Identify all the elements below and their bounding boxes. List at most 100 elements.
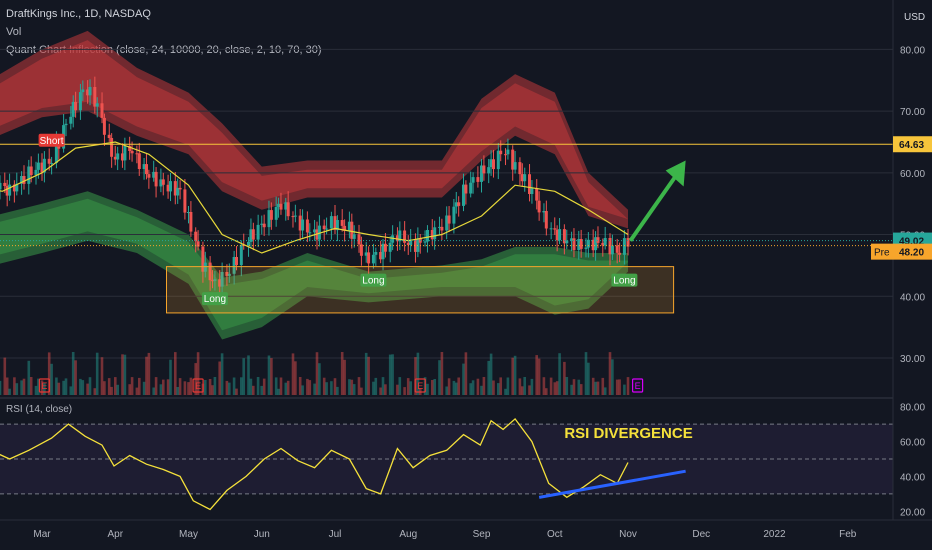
time-tick-label: Oct (547, 529, 563, 540)
candle-body (88, 87, 92, 96)
candle-body (279, 203, 283, 210)
candle-body (530, 188, 534, 194)
volume-bar (162, 379, 165, 395)
candle-body (317, 225, 321, 240)
volume-bar (558, 353, 561, 395)
volume-bar (69, 386, 73, 395)
candle-body (457, 202, 461, 206)
candle-body (227, 273, 231, 276)
volume-bar (594, 381, 597, 395)
candle-body (123, 145, 127, 161)
candle-body (135, 153, 139, 155)
volume-bar (47, 352, 51, 395)
header-vol: Vol (6, 26, 22, 38)
short-signal-badge (38, 133, 65, 147)
candle-body (513, 162, 517, 170)
candle-body (274, 207, 278, 220)
volume-bar (74, 360, 77, 395)
candle-body (183, 189, 187, 213)
volume-bar (240, 377, 243, 395)
volume-bar (62, 380, 65, 395)
candle-body (93, 87, 97, 107)
candle-body (553, 228, 557, 230)
candle-body (487, 167, 491, 174)
volume-bar (315, 352, 319, 395)
candle-body (322, 225, 326, 230)
indicator-bands (0, 30, 628, 340)
candle-body (594, 237, 598, 251)
volume-bar (291, 353, 295, 395)
volume-bar (482, 377, 486, 395)
volume-bar (596, 381, 600, 395)
candle-body (78, 92, 82, 111)
volume-bar (57, 382, 61, 395)
volume-bar (384, 384, 387, 395)
moving-average-line (0, 141, 629, 254)
volume-bar (121, 354, 124, 395)
volume-bar (396, 384, 399, 395)
candle-body (47, 158, 51, 164)
volume-bar (471, 380, 475, 395)
volume-bar (284, 382, 288, 395)
long-signal-badge (611, 273, 638, 287)
volume-bar (608, 352, 612, 395)
red-band-inner (0, 40, 628, 220)
candle-body (462, 184, 465, 206)
candle-body (347, 221, 351, 231)
volume-bar (40, 380, 44, 395)
volume-bar (464, 352, 468, 395)
volume-bar (5, 377, 9, 395)
volume-bar (208, 379, 212, 395)
volume-bar (518, 378, 522, 395)
candle-body (262, 223, 266, 228)
volume-bar (270, 358, 273, 395)
candle-body (313, 229, 317, 233)
volume-bar (398, 377, 402, 395)
candle-body (409, 239, 413, 245)
volume-bar (469, 383, 472, 395)
candle-body (196, 241, 200, 247)
candle-body (555, 229, 559, 241)
volume-bar (166, 379, 170, 395)
candle-body (40, 162, 44, 173)
volume-bar (452, 380, 456, 395)
premarket-price-tag (893, 243, 932, 260)
volume-bar (27, 360, 31, 395)
candle-body (558, 229, 562, 241)
volume-bar (176, 387, 179, 395)
volume-bar (521, 386, 524, 395)
volume-bar (187, 382, 190, 395)
time-tick-label: Jul (329, 529, 342, 540)
volume-bar (549, 377, 553, 395)
volume-bar (579, 384, 583, 395)
candle-body (499, 150, 503, 155)
candle-body (247, 241, 250, 246)
candle-body (364, 252, 368, 256)
volume-bar (618, 379, 621, 395)
volume-bar (103, 381, 106, 395)
candle-body (577, 239, 581, 250)
candle-body (291, 216, 295, 218)
volume-bar (553, 382, 557, 395)
volume-bar (301, 385, 304, 395)
volume-bar (455, 382, 458, 395)
candle-body (535, 188, 539, 201)
volume-bar (235, 388, 238, 395)
candle-body (301, 219, 305, 231)
volume-bar (343, 359, 346, 395)
volume-bar (211, 385, 214, 395)
volume-bar (204, 380, 207, 395)
volume-bar (325, 382, 328, 395)
candle-body (251, 229, 255, 240)
candle-body (29, 166, 33, 175)
earnings-marker (192, 378, 204, 393)
volume-bar (286, 380, 290, 395)
candle-body (403, 230, 407, 243)
volume-bar (513, 355, 517, 395)
volume-bar (178, 378, 182, 395)
candle-body (570, 238, 574, 241)
candle-body (440, 226, 444, 231)
volume-bar (545, 388, 548, 395)
volume-bar (565, 377, 569, 395)
